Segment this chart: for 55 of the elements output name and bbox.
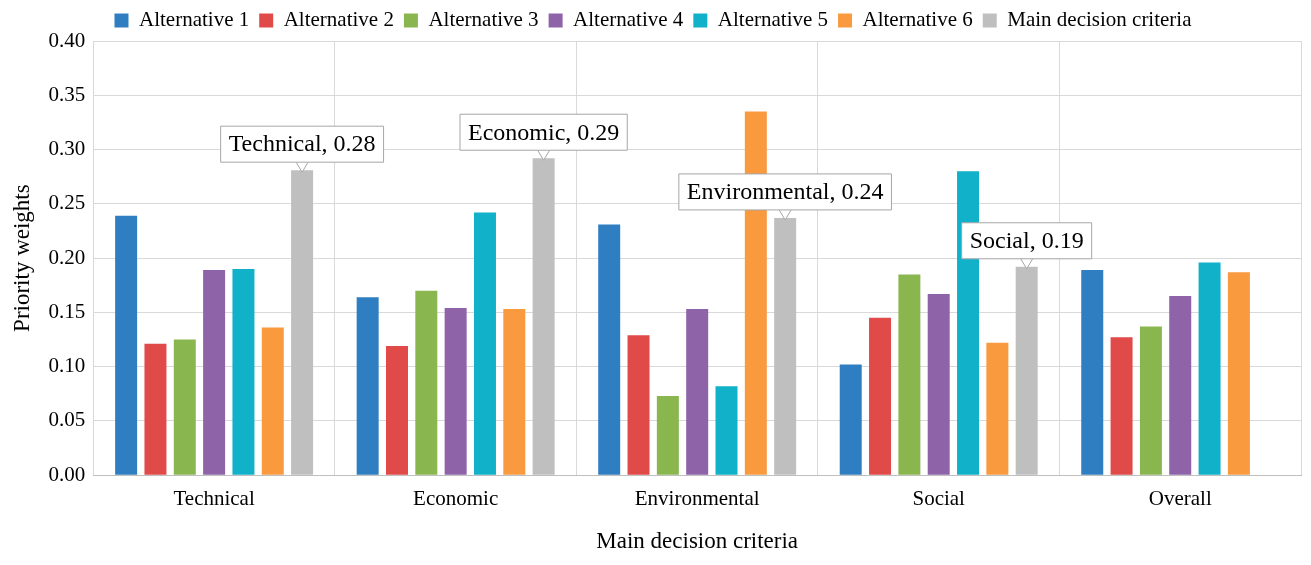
bar (261, 327, 284, 475)
bar (715, 386, 738, 475)
bar (1110, 337, 1133, 475)
x-tick-label: Social (912, 486, 966, 511)
bar (1227, 272, 1250, 475)
bar (598, 224, 621, 475)
bar (1081, 270, 1104, 475)
y-tick-label: 0.20 (48, 244, 86, 269)
x-tick-label: Economic (413, 486, 499, 511)
bar (503, 309, 526, 475)
bar (656, 395, 679, 475)
legend-label: Alternative 2 (283, 7, 394, 32)
bar (686, 309, 709, 475)
bar (203, 270, 226, 475)
y-tick-label: 0.35 (48, 81, 86, 106)
bar (415, 290, 438, 475)
bar (385, 346, 408, 475)
bar (927, 293, 950, 475)
data-label: Environmental, 0.24 (686, 178, 884, 205)
bar (473, 212, 496, 475)
y-tick-label: 0.05 (48, 407, 86, 432)
legend-label: Alternative 6 (862, 7, 973, 32)
legend-label: Main decision criteria (1007, 7, 1193, 32)
bar (1169, 296, 1192, 475)
x-tick-label: Environmental (634, 486, 760, 511)
bar (1139, 326, 1162, 475)
y-tick-label: 0.15 (48, 298, 86, 323)
x-tick-label: Overall (1148, 486, 1212, 511)
x-axis-title: Main decision criteria (596, 528, 799, 554)
y-tick-label: 0.00 (48, 461, 86, 486)
legend-label: Alternative 3 (428, 7, 539, 32)
data-label: Technical, 0.28 (228, 130, 376, 157)
bar (144, 343, 167, 475)
y-tick-label: 0.10 (48, 353, 86, 378)
bar (232, 268, 255, 475)
bar (1198, 262, 1221, 475)
bar (173, 339, 196, 475)
legend-label: Alternative 4 (573, 7, 684, 32)
y-tick-label: 0.40 (48, 27, 86, 52)
y-axis-title: Priority weights (8, 184, 34, 332)
data-label: Social, 0.19 (969, 227, 1084, 254)
bar (986, 342, 1009, 475)
legend-label: Alternative 5 (717, 7, 829, 32)
bar (839, 364, 862, 475)
bar (898, 274, 921, 475)
bar (115, 215, 138, 475)
y-tick-label: 0.25 (48, 190, 86, 215)
bar (444, 308, 467, 475)
data-label: Economic, 0.29 (467, 118, 620, 145)
bar (869, 317, 892, 475)
bar (627, 335, 650, 475)
y-tick-label: 0.30 (48, 136, 86, 161)
bar (356, 297, 379, 475)
x-tick-label: Technical (173, 486, 255, 511)
legend-label: Alternative 1 (138, 7, 250, 32)
